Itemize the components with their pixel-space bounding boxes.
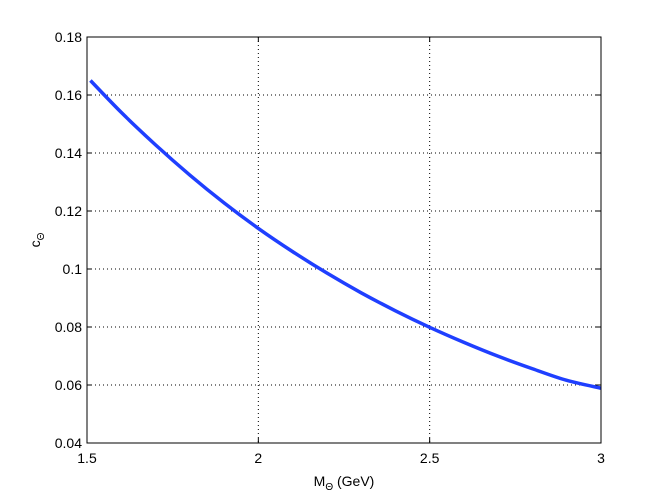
y-tick-label: 0.08 bbox=[55, 319, 82, 335]
x-axis-label: MΘ (GeV) bbox=[314, 473, 375, 493]
y-tick-label: 0.04 bbox=[55, 435, 82, 451]
x-tick-label: 3 bbox=[597, 450, 605, 466]
x-axis-label-subscript: Θ bbox=[325, 482, 333, 493]
series-line bbox=[89, 79, 602, 390]
y-tick-label: 0.1 bbox=[63, 261, 83, 277]
y-tick-label: 0.16 bbox=[55, 87, 82, 103]
y-tick-label: 0.18 bbox=[55, 29, 82, 45]
y-axis-label: cΘ bbox=[27, 232, 47, 247]
axis-ticks: 1.5 2 2.5 3 0.04 0.06 0.08 0.1 0.12 0.14 0.16 0.18 bbox=[55, 29, 605, 466]
grid-lines bbox=[87, 37, 601, 443]
y-tick-label: 0.12 bbox=[55, 203, 82, 219]
x-tick-label: 1.5 bbox=[77, 450, 97, 466]
y-tick-label: 0.06 bbox=[55, 377, 82, 393]
y-axis-label-subscript: Θ bbox=[36, 232, 47, 240]
series-layer bbox=[89, 79, 602, 390]
x-tick-label: 2.5 bbox=[420, 450, 440, 466]
x-tick-label: 2 bbox=[254, 450, 262, 466]
y-tick-label: 0.14 bbox=[55, 145, 82, 161]
plot-area-frame bbox=[86, 36, 602, 444]
